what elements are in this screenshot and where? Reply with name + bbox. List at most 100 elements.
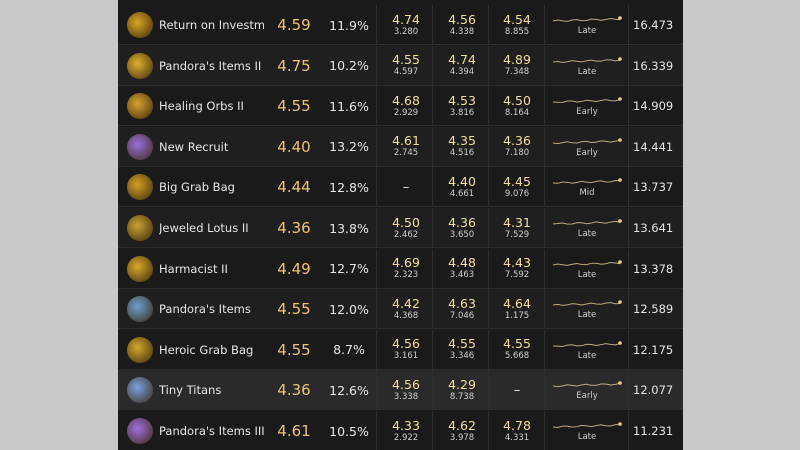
divider bbox=[544, 45, 545, 86]
stat-value: 4.36 bbox=[448, 214, 476, 230]
trend-cell: Late bbox=[548, 289, 626, 329]
stat-value: 4.42 bbox=[392, 295, 420, 311]
phase-label: Early bbox=[576, 107, 598, 118]
divider bbox=[432, 248, 433, 289]
stat-count: 3.650 bbox=[449, 229, 475, 240]
score: 4.40 bbox=[277, 137, 311, 156]
divider bbox=[628, 208, 629, 248]
augment-icon bbox=[127, 418, 153, 444]
stat-cell: 4.69 2.323 bbox=[380, 249, 432, 289]
augment-icon bbox=[127, 255, 153, 282]
divider bbox=[376, 329, 377, 370]
stat-count: 7.529 bbox=[504, 229, 530, 240]
divider bbox=[544, 411, 545, 450]
sparkline-dot bbox=[618, 259, 622, 264]
divider bbox=[488, 45, 489, 86]
score: 4.36 bbox=[277, 381, 311, 400]
divider bbox=[432, 370, 433, 411]
divider bbox=[628, 370, 629, 411]
stat-cell: – bbox=[380, 167, 432, 207]
stat-value: 4.53 bbox=[448, 92, 476, 108]
divider bbox=[628, 45, 629, 86]
divider bbox=[432, 86, 433, 127]
stat-cell: 4.54 8.855 bbox=[491, 5, 543, 45]
score: 4.61 bbox=[277, 422, 311, 440]
augment-name: Pandora's Items II bbox=[159, 58, 262, 73]
stat-cell: 4.74 3.280 bbox=[380, 5, 432, 45]
stat-value: 4.74 bbox=[392, 11, 420, 27]
divider bbox=[376, 167, 377, 208]
divider bbox=[376, 411, 377, 450]
stat-value: 4.29 bbox=[448, 376, 476, 392]
divider bbox=[488, 5, 489, 45]
divider bbox=[488, 329, 489, 370]
sparkline-path bbox=[552, 342, 621, 347]
stat-count: 8.855 bbox=[504, 26, 530, 37]
pick-rate: 12.0% bbox=[329, 301, 369, 317]
divider bbox=[544, 289, 545, 330]
phase-label: Late bbox=[577, 269, 597, 280]
stat-cell: 4.36 3.650 bbox=[436, 208, 488, 248]
table-row: Harmacist II 4.49 12.7% 4.69 2.323 4.48 3.463 4… bbox=[118, 248, 683, 289]
phase-label: Early bbox=[576, 391, 598, 402]
total: 16.339 bbox=[633, 58, 674, 73]
sparkline-dot bbox=[618, 56, 622, 61]
stat-value: 4.55 bbox=[448, 336, 476, 352]
stat-count: 3.346 bbox=[449, 351, 475, 362]
sparkline bbox=[552, 219, 622, 225]
sparkline-path bbox=[552, 383, 621, 388]
trend-cell: Late bbox=[548, 330, 626, 370]
stat-count: 2.462 bbox=[393, 229, 419, 240]
stat-count: 3.280 bbox=[393, 26, 419, 37]
divider bbox=[544, 5, 545, 45]
divider bbox=[544, 86, 545, 127]
stat-value: 4.35 bbox=[448, 133, 476, 149]
sparkline bbox=[552, 16, 622, 22]
sparkline bbox=[552, 56, 622, 63]
total: 13.737 bbox=[633, 180, 674, 195]
augment-table: Return on Investment4.5911.9%4.743.2804.… bbox=[118, 0, 683, 450]
pick-rate: 11.6% bbox=[329, 98, 369, 114]
divider bbox=[432, 5, 433, 45]
sparkline-dot bbox=[618, 381, 622, 386]
stat-cell: 4.78 4.331 bbox=[491, 411, 543, 450]
total: 12.077 bbox=[633, 383, 674, 398]
stat-cell: 4.33 2.922 bbox=[380, 411, 432, 450]
divider bbox=[544, 329, 545, 370]
stat-cell: 4.43 7.592 bbox=[491, 249, 543, 289]
divider bbox=[628, 167, 629, 208]
sparkline bbox=[552, 137, 622, 144]
sparkline-path bbox=[552, 17, 621, 22]
stat-cell: 4.55 4.597 bbox=[380, 46, 432, 86]
pick-rate: 11.9% bbox=[329, 17, 369, 33]
stat-value: 4.56 bbox=[448, 11, 476, 27]
table-row: Pandora's Items III 4.61 10.5% 4.33 2.922 4.6… bbox=[118, 411, 683, 450]
stat-cell: 4.55 3.346 bbox=[436, 330, 488, 370]
augment-name: Pandora's Items III bbox=[159, 424, 264, 438]
total: 13.378 bbox=[633, 261, 674, 276]
divider bbox=[376, 86, 377, 127]
divider bbox=[628, 411, 629, 450]
stat-value: 4.56 bbox=[392, 376, 420, 392]
stat-cell: 4.35 4.516 bbox=[436, 127, 488, 167]
pick-rate: 12.6% bbox=[329, 382, 369, 398]
augment-name: Tiny Titans bbox=[159, 383, 222, 398]
stat-count: 4.331 bbox=[504, 432, 530, 443]
sparkline bbox=[552, 422, 622, 428]
stat-value: 4.48 bbox=[448, 255, 476, 271]
phase-label: Late bbox=[577, 432, 597, 442]
divider bbox=[488, 167, 489, 208]
stat-cell: 4.62 3.978 bbox=[436, 411, 488, 450]
stat-value: 4.43 bbox=[503, 255, 531, 271]
stat-cell: 4.31 7.529 bbox=[491, 208, 543, 248]
divider bbox=[544, 208, 545, 248]
divider bbox=[628, 289, 629, 330]
divider bbox=[628, 126, 629, 167]
stat-cell: 4.56 3.161 bbox=[380, 330, 432, 370]
sparkline-dot bbox=[618, 97, 622, 101]
divider bbox=[488, 370, 489, 411]
phase-label: Late bbox=[577, 66, 597, 77]
divider bbox=[544, 167, 545, 208]
augment-icon bbox=[127, 377, 153, 404]
sparkline-path bbox=[552, 302, 621, 307]
